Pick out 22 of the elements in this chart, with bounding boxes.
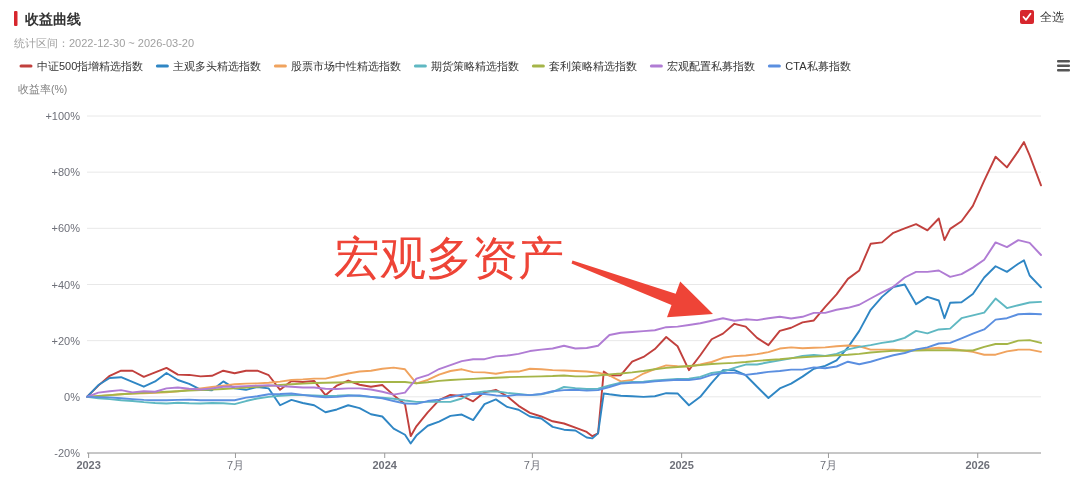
xtick: 2026 [965,459,990,471]
xtick: 2024 [372,459,397,471]
xtick: 2023 [76,459,101,471]
ylabel: 收益率(%) [18,83,68,95]
xtick: 7月 [819,459,837,471]
legend-label: 期货策略精选指数 [431,60,520,72]
xtick: 2025 [669,459,694,471]
ytick: +80% [51,166,80,179]
legend-label: 宏观配置私募指数 [667,60,756,72]
ytick: 0% [64,390,80,403]
ytick: -20% [54,447,80,459]
subtitle: 统计区间：2022-12-30 ~ 2026-03-20 [14,37,195,49]
legend-label: CTA私募指数 [785,60,851,72]
legend-label: 主观多头精选指数 [173,60,262,72]
xtick: 7月 [226,459,244,471]
ytick: +60% [51,222,80,235]
legend-label: 套利策略精选指数 [549,60,638,72]
ytick: +40% [51,278,80,291]
title: 收益曲线 [25,11,81,27]
xtick: 7月 [523,459,541,471]
ytick: +20% [51,334,80,347]
ytick: +100% [45,110,80,122]
